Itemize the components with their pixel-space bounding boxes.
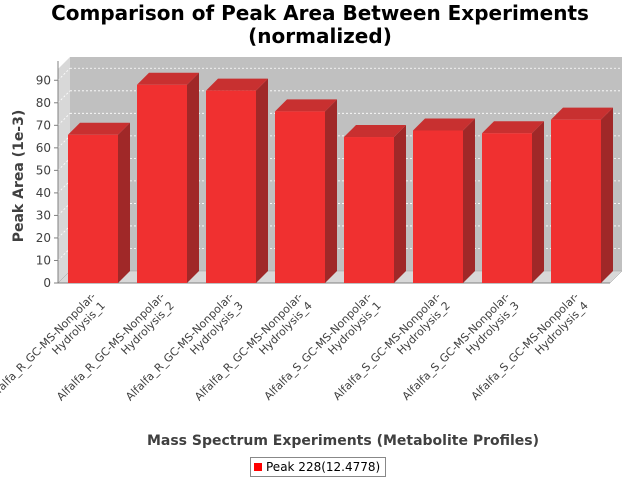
bar-front: [206, 90, 256, 283]
gridline-side: [57, 90, 71, 104]
bar-side: [394, 125, 406, 283]
bar-front: [413, 130, 463, 283]
bar: [68, 122, 130, 283]
bar-front: [551, 119, 601, 284]
x-tick-label-line: Alfalfa_R_GC-MS-Nonpolar-: [0, 290, 99, 403]
chart-title-line-1: Comparison of Peak Area Between Experime…: [51, 1, 589, 25]
bar-top: [482, 121, 544, 134]
y-tick-label: 50: [36, 163, 51, 177]
legend: Peak 228(12.4778): [250, 457, 387, 477]
bar-front: [68, 134, 118, 283]
y-tick-label: 10: [36, 253, 51, 267]
y-tick-label: 80: [36, 96, 51, 110]
bar: [275, 99, 337, 283]
gridline-side: [57, 135, 71, 149]
bar-side: [601, 107, 613, 284]
bar-top: [275, 99, 337, 112]
y-tick-label: 40: [36, 186, 51, 200]
bar-top: [344, 125, 406, 138]
chart-title-line-2: (normalized): [248, 24, 392, 48]
bar: [482, 121, 544, 283]
bar: [413, 118, 475, 283]
y-tick-label: 30: [36, 208, 51, 222]
bar-front: [344, 137, 394, 283]
bar-side: [532, 121, 544, 283]
bar: [137, 72, 199, 283]
bar-front: [275, 111, 325, 283]
bar-side: [325, 99, 337, 283]
gridline-side: [57, 158, 71, 171]
y-axis-title: Peak Area (1e-3): [11, 110, 27, 243]
bar: [206, 78, 268, 283]
plot-left-wall: [58, 57, 70, 283]
y-tick-label: 60: [36, 141, 51, 155]
bar-side: [187, 72, 199, 283]
gridline-side: [57, 180, 71, 194]
bar: [344, 125, 406, 283]
bar-side: [118, 122, 130, 283]
bar-front: [482, 133, 532, 283]
gridline-side: [57, 203, 71, 216]
x-axis-title: Mass Spectrum Experiments (Metabolite Pr…: [147, 433, 539, 449]
bar-top: [551, 107, 613, 120]
y-tick-label: 0: [43, 276, 51, 290]
gridline-side: [57, 113, 71, 126]
y-tick-label: 70: [36, 118, 51, 132]
bar-front: [137, 84, 187, 283]
bar-top: [413, 118, 475, 131]
gridline-side: [57, 225, 71, 239]
bar-top: [68, 122, 130, 135]
y-tick-label: 90: [36, 73, 51, 87]
chart-title: Comparison of Peak Area Between Experime…: [0, 2, 640, 48]
y-tick-label: 20: [36, 231, 51, 245]
bar: [551, 107, 613, 284]
legend-swatch: [254, 463, 262, 471]
bar-side: [463, 118, 475, 283]
bar-top: [137, 72, 199, 85]
bar-top: [206, 78, 268, 91]
bar-side: [256, 78, 268, 283]
gridline-side: [57, 248, 71, 261]
legend-label: Peak 228(12.4778): [266, 460, 381, 474]
gridline-side: [57, 67, 71, 81]
